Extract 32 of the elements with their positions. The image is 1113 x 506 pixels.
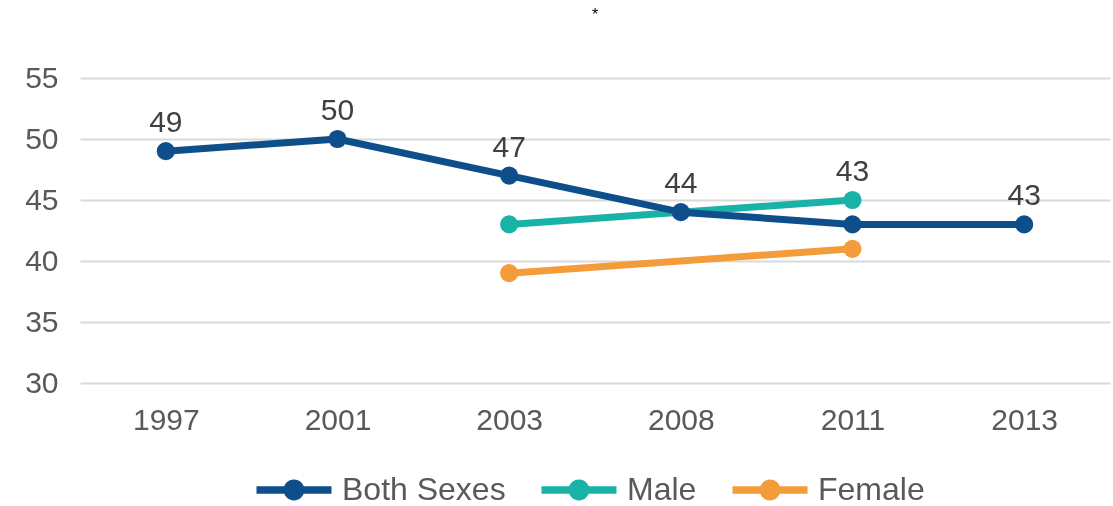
x-tick-label: 2001: [304, 402, 372, 436]
data-label: 43: [835, 154, 870, 187]
point: [156, 142, 175, 161]
point: [328, 129, 347, 149]
legend-label: Both Sexes: [342, 471, 506, 506]
y-tick-label: 40: [25, 243, 59, 277]
data-label: 50: [320, 93, 355, 126]
data-label: 49: [149, 105, 183, 139]
point: [843, 239, 862, 258]
data-label: 43: [1007, 178, 1041, 212]
x-tick-label: 2011: [820, 402, 886, 436]
x-tick-label: 2013: [991, 402, 1059, 436]
point: [843, 190, 862, 210]
y-tick-label: 55: [25, 60, 59, 94]
y-tick-label: 45: [25, 182, 59, 216]
point: [671, 203, 690, 222]
legend-label: Male: [627, 471, 697, 506]
y-tick-label: 35: [25, 304, 59, 338]
data-label: 44: [664, 166, 698, 200]
x-tick-label: 2003: [476, 402, 544, 436]
point: [500, 215, 519, 234]
point: [500, 166, 519, 185]
x-tick-label: 2008: [647, 402, 715, 436]
point: [1015, 215, 1034, 234]
y-tick-label: 30: [25, 365, 59, 399]
data-label: 47: [492, 129, 526, 163]
x-tick-label: 1997: [132, 402, 200, 436]
point: [843, 215, 862, 234]
legend-label: Female: [818, 471, 925, 506]
y-tick-label: 50: [25, 121, 59, 155]
point: [500, 264, 519, 283]
chart-title: *: [591, 6, 599, 23]
